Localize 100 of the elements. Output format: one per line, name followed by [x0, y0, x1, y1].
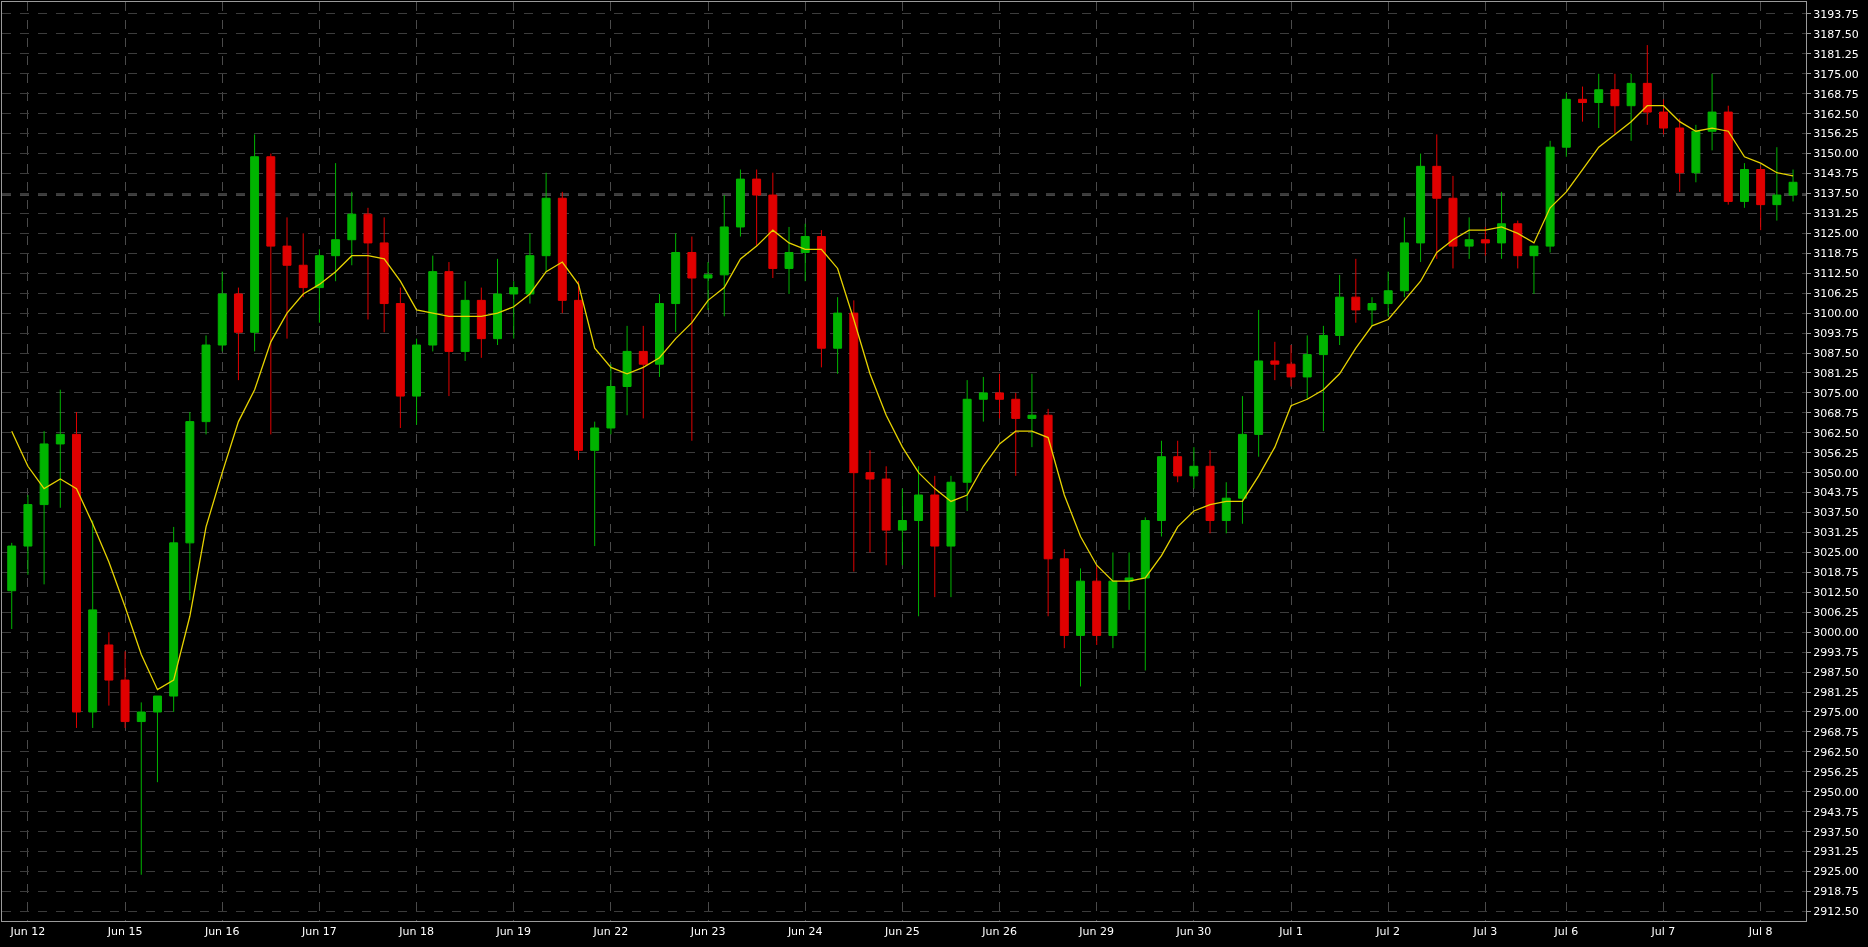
candlestick: [1318, 325, 1328, 432]
y-tick-label: 2925.00: [1813, 865, 1859, 879]
candlestick: [1626, 73, 1636, 142]
candlestick: [1416, 153, 1426, 263]
candlestick: [1756, 165, 1766, 231]
candlestick: [1578, 86, 1587, 123]
candlestick: [120, 650, 130, 729]
candlestick: [1691, 124, 1701, 183]
candlestick: [1092, 564, 1102, 646]
y-tick-label: 3043.75: [1813, 486, 1859, 500]
y-tick-label: 3168.75: [1813, 87, 1859, 101]
candlestick: [995, 373, 1005, 419]
y-tick-label: 2931.25: [1813, 845, 1859, 859]
candlestick: [1448, 175, 1458, 269]
candlestick: [55, 389, 65, 509]
y-tick-label: 2968.75: [1813, 725, 1859, 739]
y-tick-label: 3150.00: [1813, 147, 1859, 161]
candlestick: [1189, 446, 1199, 490]
candlestick: [946, 475, 956, 598]
candlestick: [185, 411, 195, 601]
candlestick: [1140, 516, 1150, 672]
y-tick-label: 3025.00: [1813, 546, 1859, 560]
candlestick: [493, 258, 502, 346]
candlestick: [363, 207, 373, 320]
y-tick-label: 3006.25: [1813, 606, 1859, 620]
candlestick: [331, 162, 341, 282]
y-tick-label: 3000.00: [1813, 626, 1859, 640]
y-tick-label: 3075.00: [1813, 386, 1859, 400]
x-tick-label: Jun 29: [1078, 925, 1115, 939]
y-tick-label: 3100.00: [1813, 306, 1859, 320]
x-tick-label: Jun 26: [981, 925, 1017, 939]
x-tick-label: Jun 15: [106, 925, 143, 939]
x-tick-label: Jun 23: [689, 925, 726, 939]
candlestick: [800, 223, 810, 282]
x-tick-label: Jun 22: [592, 925, 629, 939]
candlestick: [1513, 220, 1523, 269]
candlestick: [1383, 271, 1393, 317]
candlestick: [1173, 440, 1183, 483]
candlestick: [201, 334, 211, 435]
candlestick: [1529, 245, 1539, 295]
candlestick: [1561, 92, 1571, 158]
candlestick: [849, 299, 859, 573]
candlestick: [622, 325, 632, 416]
candlestick: [1205, 449, 1215, 534]
candlestick: [314, 248, 324, 324]
y-tick-label: 2962.50: [1813, 745, 1859, 759]
y-tick-label: 2956.25: [1813, 765, 1859, 779]
candlestick: [428, 255, 438, 352]
y-tick-label: 3181.25: [1813, 47, 1859, 61]
candlestick: [412, 338, 422, 426]
x-tick-label: Jul 6: [1553, 925, 1579, 939]
x-tick-label: Jul 8: [1747, 925, 1773, 939]
candlestick: [1335, 274, 1345, 346]
candlestick: [719, 194, 729, 317]
candlestick: [1545, 140, 1555, 253]
candlestick: [217, 271, 227, 352]
candlestick: [250, 133, 260, 352]
candlestick: [1723, 105, 1733, 206]
candlestick: [1399, 216, 1409, 298]
candlestick: [557, 191, 567, 314]
candlestick: [1642, 44, 1652, 126]
candlestick: [1237, 395, 1247, 525]
candlestick: [881, 465, 891, 566]
x-tick-label: Jul 2: [1375, 925, 1401, 939]
candlestick: [1076, 567, 1085, 687]
candlestick: [1675, 117, 1685, 193]
y-tick-label: 3131.25: [1813, 207, 1859, 221]
candlestick: [1059, 548, 1069, 649]
y-tick-label: 3050.00: [1813, 466, 1859, 480]
candlestick: [298, 232, 308, 298]
candlestick: [1286, 344, 1296, 388]
y-tick-label: 3187.50: [1813, 27, 1859, 41]
candlestick: [1270, 341, 1280, 381]
candlestick: [1011, 392, 1021, 477]
x-tick-label: Jun 16: [203, 925, 240, 939]
candlestick: [169, 526, 179, 713]
candlestick: [233, 287, 243, 381]
x-tick-label: Jul 1: [1278, 925, 1303, 939]
candlestick: [833, 296, 843, 375]
y-tick-label: 2975.00: [1813, 705, 1859, 719]
y-tick-label: 3125.00: [1813, 227, 1859, 241]
candlestick: [962, 379, 972, 512]
candlestick: [816, 229, 826, 368]
candlestick: [1367, 296, 1377, 327]
candlestick: [752, 169, 762, 247]
y-tick-label: 3012.50: [1813, 586, 1859, 600]
x-tick-label: Jul 3: [1472, 925, 1498, 939]
y-tick-label: 3137.50: [1813, 187, 1859, 201]
candlestick: [7, 542, 17, 630]
candlestick: [1027, 373, 1037, 448]
candlestick: [541, 172, 551, 273]
y-tick-label: 3018.75: [1813, 566, 1859, 580]
candlestick: [1221, 481, 1231, 534]
candlestick: [282, 216, 292, 340]
y-tick-label: 3031.25: [1813, 526, 1859, 540]
candlestick: [39, 430, 49, 585]
x-tick-label: Jun 25: [884, 925, 920, 939]
candlestick: [476, 287, 486, 359]
candlestick: [136, 701, 146, 876]
candlestick: [23, 494, 33, 576]
